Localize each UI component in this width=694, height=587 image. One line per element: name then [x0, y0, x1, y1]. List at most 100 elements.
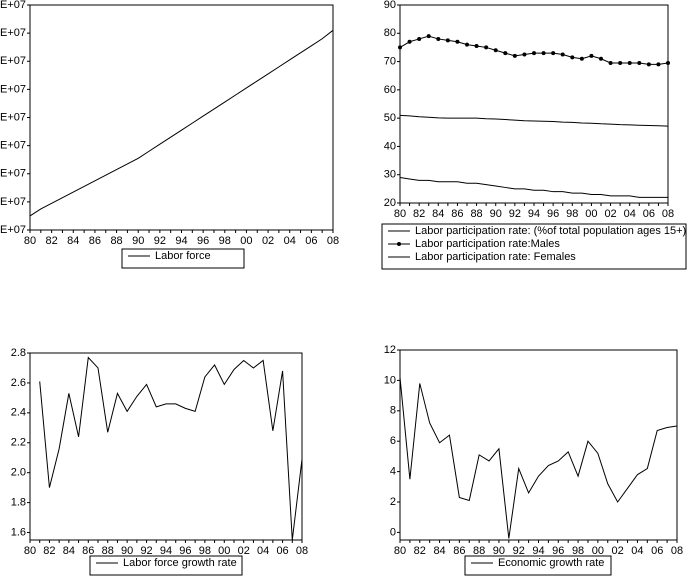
legend-box [121, 248, 245, 269]
y-tick-label: 4 [390, 466, 396, 478]
legend-label: Labor force growth rate [123, 557, 237, 569]
x-tick-label: 96 [197, 235, 209, 247]
x-tick-label: 96 [547, 208, 559, 220]
data-point [465, 42, 469, 47]
data-point [417, 36, 422, 41]
x-tick-label: 02 [262, 235, 274, 247]
data-point [579, 56, 584, 61]
x-tick-label: 98 [572, 545, 584, 557]
x-tick-label: 06 [276, 545, 288, 557]
legend-box [381, 223, 687, 270]
y-tick-label: 1.60E+07 [0, 168, 26, 180]
x-tick-label: 92 [513, 545, 525, 557]
data-point [666, 60, 670, 65]
x-tick-label: 98 [566, 208, 578, 220]
y-tick-label: 90 [384, 0, 396, 11]
data-point [522, 52, 527, 57]
x-tick-label: 04 [284, 235, 296, 247]
plot-frame [399, 349, 678, 541]
x-tick-label: 86 [89, 235, 101, 247]
x-tick-label: 02 [612, 545, 624, 557]
x-tick-label: 98 [199, 545, 211, 557]
data-point [512, 53, 517, 58]
y-tick-label: 2.00E+07 [0, 111, 26, 123]
x-tick-label: 82 [46, 235, 58, 247]
data-point [436, 36, 441, 41]
data-point [493, 48, 498, 53]
x-tick-label: 04 [631, 545, 643, 557]
x-tick-label: 84 [63, 545, 75, 557]
x-tick-label: 82 [414, 545, 426, 557]
x-tick-label: 86 [82, 545, 94, 557]
x-tick-label: 08 [327, 235, 339, 247]
data-point [618, 60, 623, 65]
x-tick-label: 94 [528, 208, 540, 220]
legend-label: Labor participation rate: Females [415, 251, 576, 263]
plot-frame [399, 4, 669, 204]
x-tick-label: 94 [175, 235, 187, 247]
x-tick-label: 88 [110, 235, 122, 247]
x-tick-label: 80 [24, 235, 36, 247]
x-tick-label: 00 [240, 235, 252, 247]
y-tick-label: 2.2 [11, 437, 26, 449]
data-line [399, 377, 678, 539]
x-tick-label: 02 [238, 545, 250, 557]
y-tick-label: 2.0 [11, 467, 26, 479]
x-tick-label: 84 [432, 208, 444, 220]
data-point [627, 60, 632, 65]
legend-label: Economic growth rate [498, 557, 604, 569]
legend-label: Labor participation rate:Males [415, 238, 560, 250]
x-tick-label: 94 [532, 545, 544, 557]
x-tick-label: 80 [24, 545, 36, 557]
x-tick-label: 92 [509, 208, 521, 220]
y-tick-label: 70 [384, 55, 396, 67]
x-tick-label: 80 [394, 208, 406, 220]
y-tick-label: 0 [390, 526, 396, 538]
x-tick-label: 00 [585, 208, 597, 220]
x-tick-label: 86 [451, 208, 463, 220]
legend-label: Labor participation rate: (%of total pop… [415, 225, 686, 237]
y-tick-label: 2.4 [11, 407, 26, 419]
x-tick-label: 06 [651, 545, 663, 557]
x-tick-label: 00 [592, 545, 604, 557]
x-tick-label: 06 [305, 235, 317, 247]
data-line [399, 114, 669, 127]
data-line [399, 177, 668, 198]
data-point [398, 45, 402, 50]
legend-marker [397, 242, 401, 246]
y-tick-label: 2.60E+07 [0, 27, 26, 39]
y-tick-label: 80 [384, 27, 396, 39]
x-tick-label: 88 [470, 208, 482, 220]
x-tick-label: 84 [67, 235, 79, 247]
x-tick-label: 88 [473, 545, 485, 557]
data-point [532, 51, 536, 56]
y-tick-label: 2.40E+07 [0, 55, 26, 67]
data-point [646, 62, 651, 67]
y-tick-label: 1.20E+07 [0, 224, 26, 236]
x-tick-label: 80 [394, 545, 406, 557]
y-tick-label: 6 [390, 435, 396, 447]
data-point [637, 60, 642, 65]
y-tick-label: 2 [390, 496, 396, 508]
x-tick-label: 86 [453, 545, 465, 557]
y-tick-label: 20 [384, 197, 396, 209]
y-tick-label: 1.40E+07 [0, 196, 26, 208]
y-tick-label: 2.6 [11, 377, 26, 389]
data-point [541, 51, 546, 56]
legend-box [89, 555, 243, 576]
x-tick-label: 96 [179, 545, 191, 557]
x-tick-label: 90 [493, 545, 505, 557]
data-point [551, 51, 556, 56]
x-tick-label: 08 [662, 208, 674, 220]
y-tick-label: 10 [384, 374, 396, 386]
x-tick-label: 84 [433, 545, 445, 557]
y-tick-label: 12 [384, 344, 396, 356]
y-tick-label: 2.8 [11, 347, 26, 359]
y-tick-label: 40 [384, 140, 396, 152]
data-point [474, 44, 479, 49]
data-point [599, 56, 603, 61]
data-line [39, 356, 303, 541]
data-point [656, 62, 661, 67]
x-tick-label: 92 [140, 545, 152, 557]
